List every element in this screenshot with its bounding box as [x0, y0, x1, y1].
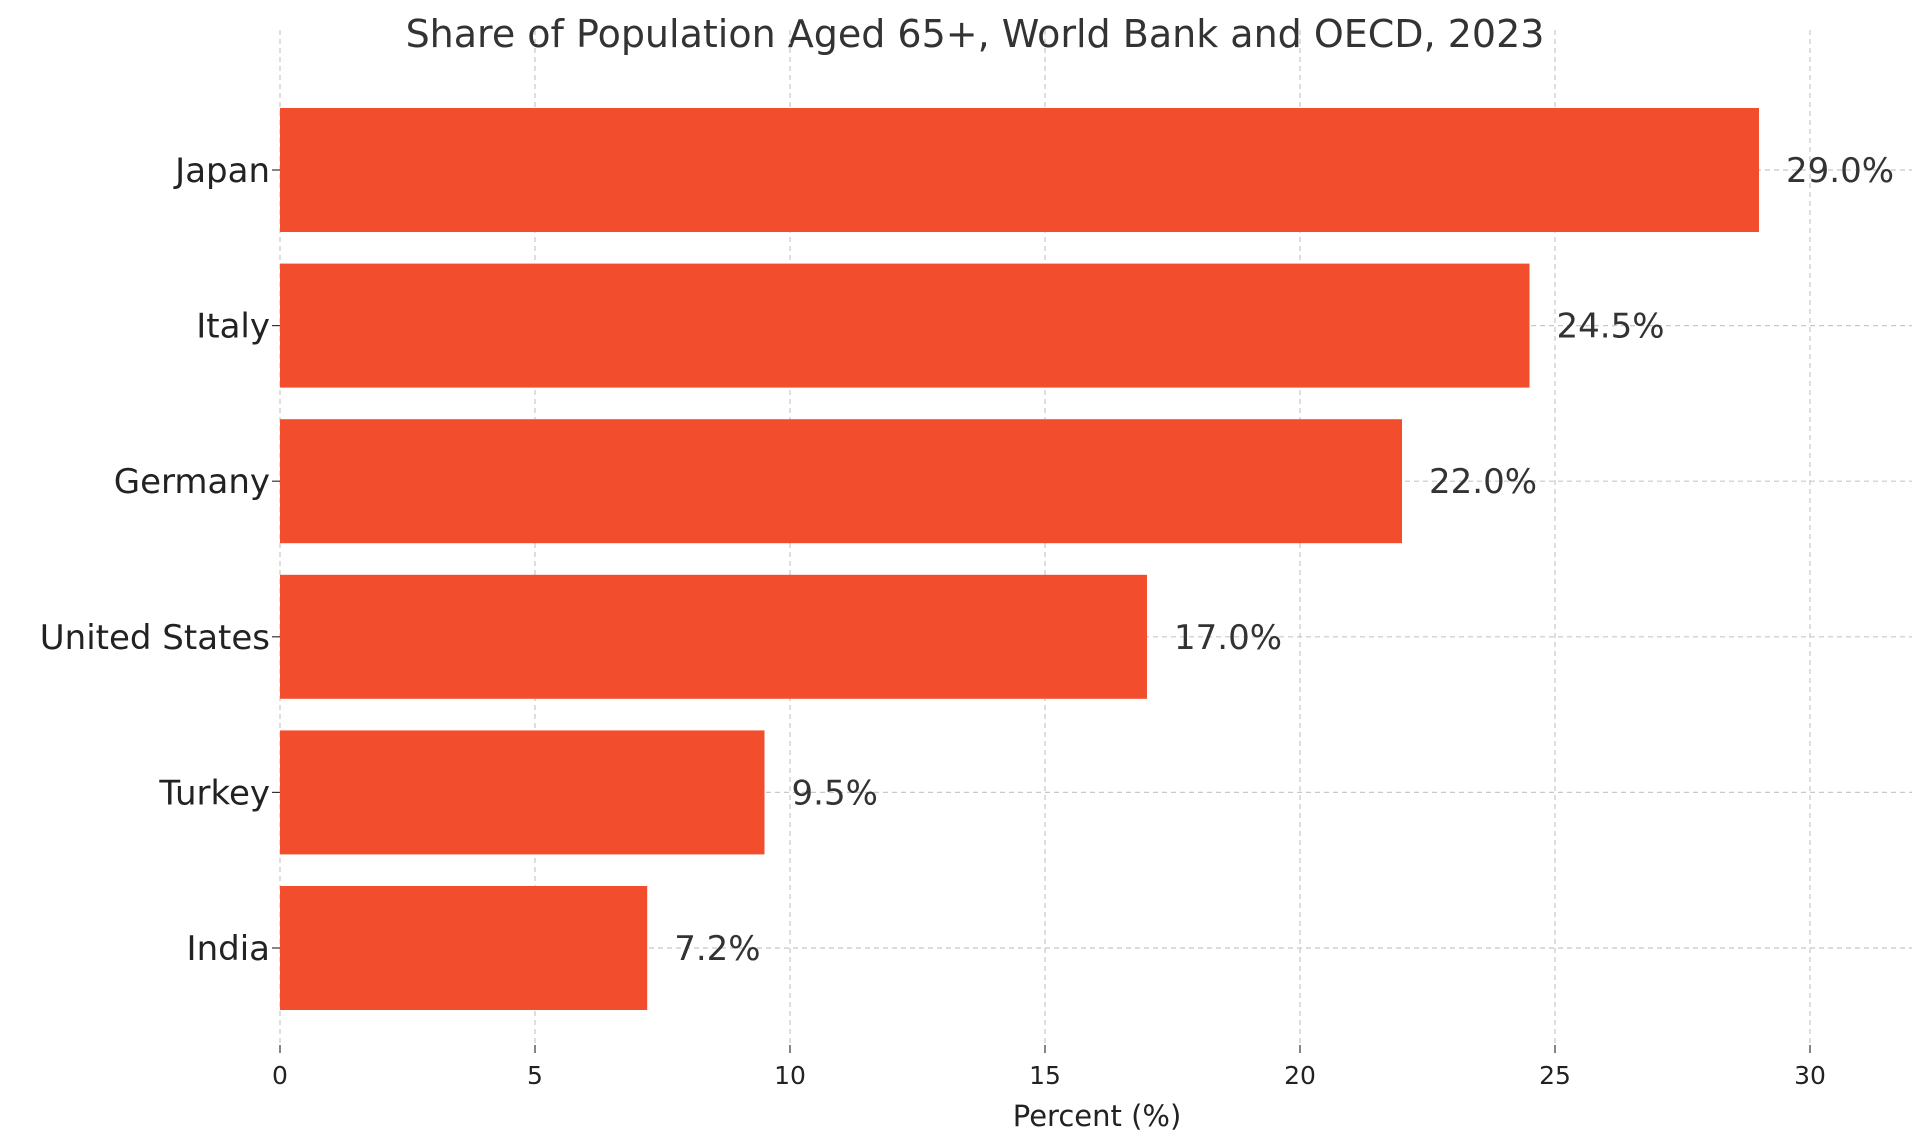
bar-italy [280, 263, 1530, 388]
y-tick-label: Italy [196, 307, 270, 347]
bar-japan [280, 108, 1759, 232]
y-tick-label: Germany [114, 462, 270, 502]
data-label: 22.0% [1429, 462, 1537, 502]
chart-title: Share of Population Aged 65+, World Bank… [406, 12, 1545, 56]
x-axis-ticks: 0 5 10 15 20 25 30 [272, 1045, 1826, 1090]
x-axis-title: Percent (%) [1013, 1099, 1182, 1133]
bar-germany [280, 419, 1402, 544]
x-tick-label: 30 [1794, 1061, 1826, 1090]
data-label: 17.0% [1174, 618, 1282, 658]
y-axis-labels: Japan Italy Germany United States Turkey Indi… [40, 151, 280, 969]
bar-turkey [280, 730, 765, 855]
data-label: 29.0% [1786, 151, 1894, 191]
bar-india [280, 886, 648, 1010]
x-tick-label: 5 [527, 1061, 543, 1090]
y-tick-label: United States [40, 618, 270, 658]
y-tick-label: India [187, 929, 270, 969]
data-label: 24.5% [1557, 307, 1665, 347]
bars [280, 108, 1759, 1010]
data-label: 7.2% [674, 929, 760, 969]
bar-united-states [280, 574, 1147, 699]
y-tick-label: Japan [173, 151, 270, 191]
x-tick-label: 20 [1284, 1061, 1316, 1090]
x-tick-label: 0 [272, 1061, 288, 1090]
y-tick-label: Turkey [158, 773, 270, 813]
x-tick-label: 25 [1539, 1061, 1571, 1090]
data-label: 9.5% [792, 773, 878, 813]
x-tick-label: 10 [774, 1061, 806, 1090]
x-tick-label: 15 [1029, 1061, 1061, 1090]
data-labels: 29.0% 24.5% 22.0% 17.0% 9.5% 7.2% [674, 151, 1894, 969]
